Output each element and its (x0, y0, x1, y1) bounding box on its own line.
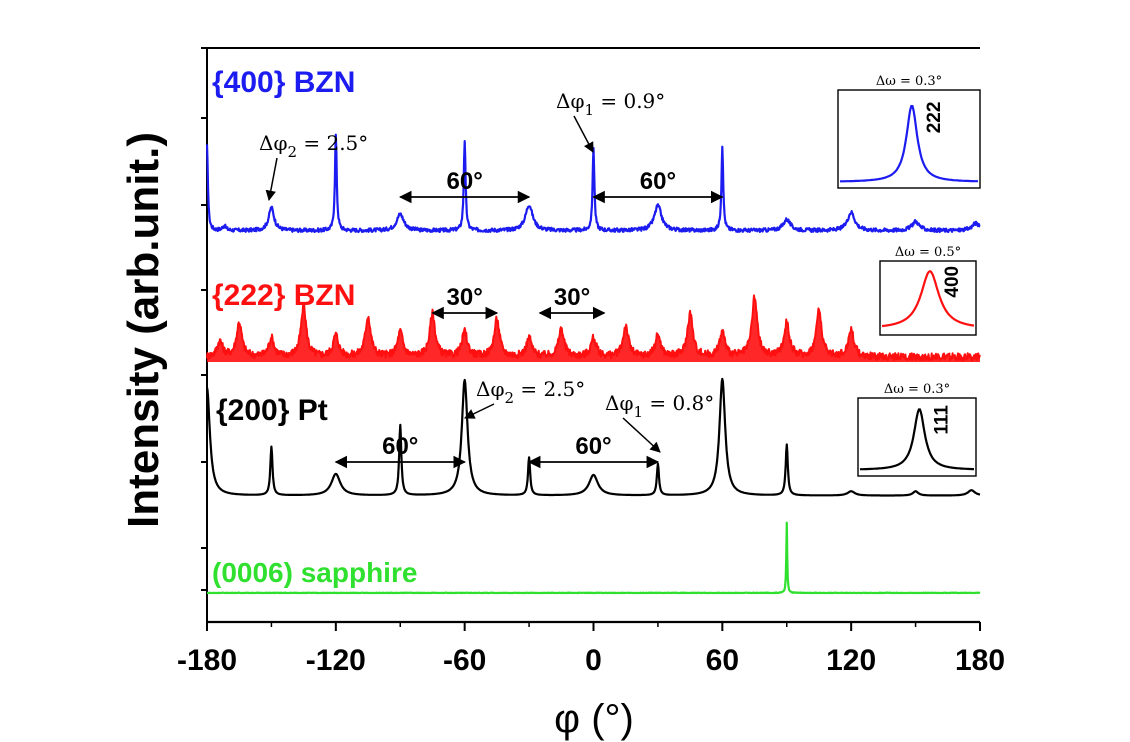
fwhm-label: Δφ1 = 0.8° (605, 391, 714, 421)
inset-curve (881, 270, 975, 328)
series-label: {222} BZN (212, 279, 355, 312)
inset-curve (859, 408, 974, 471)
x-tick-label: 180 (955, 644, 1005, 677)
span-label: 60° (640, 168, 676, 195)
series-layer: {400} BZN {222} BZN {200} Pt (0006) sapphir… (205, 66, 981, 595)
rocking-curve-inset: Δω = 0.3° 111 (857, 382, 977, 477)
annotation-layer: Δφ2 = 2.5° Δφ1 = 0.9° 60° 60° 30° 30° Δφ2 = 2.… (259, 89, 724, 469)
inset-layer: Δω = 0.3° 222 Δω = 0.5° 400 Δω = 0.3° 111 (837, 74, 981, 477)
series-area (207, 295, 980, 362)
inset-reflection-label: 222 (924, 102, 945, 134)
x-tick-label: -60 (443, 644, 486, 677)
inset-title: Δω = 0.3° (876, 74, 942, 89)
inset-frame (837, 89, 981, 189)
x-axis-label: φ (°) (554, 697, 634, 741)
x-tick-label: -120 (306, 644, 366, 677)
pointer-arrow (622, 417, 661, 453)
inset-title: Δω = 0.3° (884, 382, 950, 397)
series-label: {400} BZN (212, 66, 355, 99)
fwhm-label: Δφ2 = 2.5° (259, 131, 368, 161)
y-axis-label: Intensity (arb.unit.) (119, 132, 168, 528)
x-tick-label: 60 (706, 644, 739, 677)
inset-reflection-label: 111 (931, 405, 952, 435)
series-line (205, 377, 981, 497)
plot-frame (201, 47, 980, 622)
inset-title: Δω = 0.5° (895, 245, 961, 260)
pointer-arrow (573, 115, 594, 153)
x-tick-label: 0 (585, 644, 602, 677)
span-label: 60° (382, 433, 418, 460)
series-line (205, 133, 981, 234)
series-label: {200} Pt (216, 394, 328, 427)
span-label: 30° (447, 284, 483, 311)
fwhm-label: Δφ2 = 2.5° (476, 377, 585, 407)
inset-curve (839, 104, 978, 183)
span-label: 60° (447, 168, 483, 195)
rocking-curve-inset: Δω = 0.3° 222 (837, 74, 981, 189)
x-tick-label: 120 (826, 644, 876, 677)
span-label: 30° (554, 284, 590, 311)
series-line (206, 521, 981, 595)
rocking-curve-inset: Δω = 0.5° 400 (879, 245, 977, 336)
span-label: 60° (575, 433, 611, 460)
pointer-arrow (464, 403, 495, 419)
fwhm-label: Δφ1 = 0.9° (556, 89, 665, 119)
pointer-arrow (265, 157, 278, 202)
inset-frame (857, 397, 977, 477)
inset-reflection-label: 400 (942, 266, 963, 298)
series-label: (0006) sapphire (212, 557, 417, 588)
axis-layer: -180 -120 -60 0 60 120 180 (177, 620, 1005, 677)
x-tick-label: -180 (177, 644, 237, 677)
